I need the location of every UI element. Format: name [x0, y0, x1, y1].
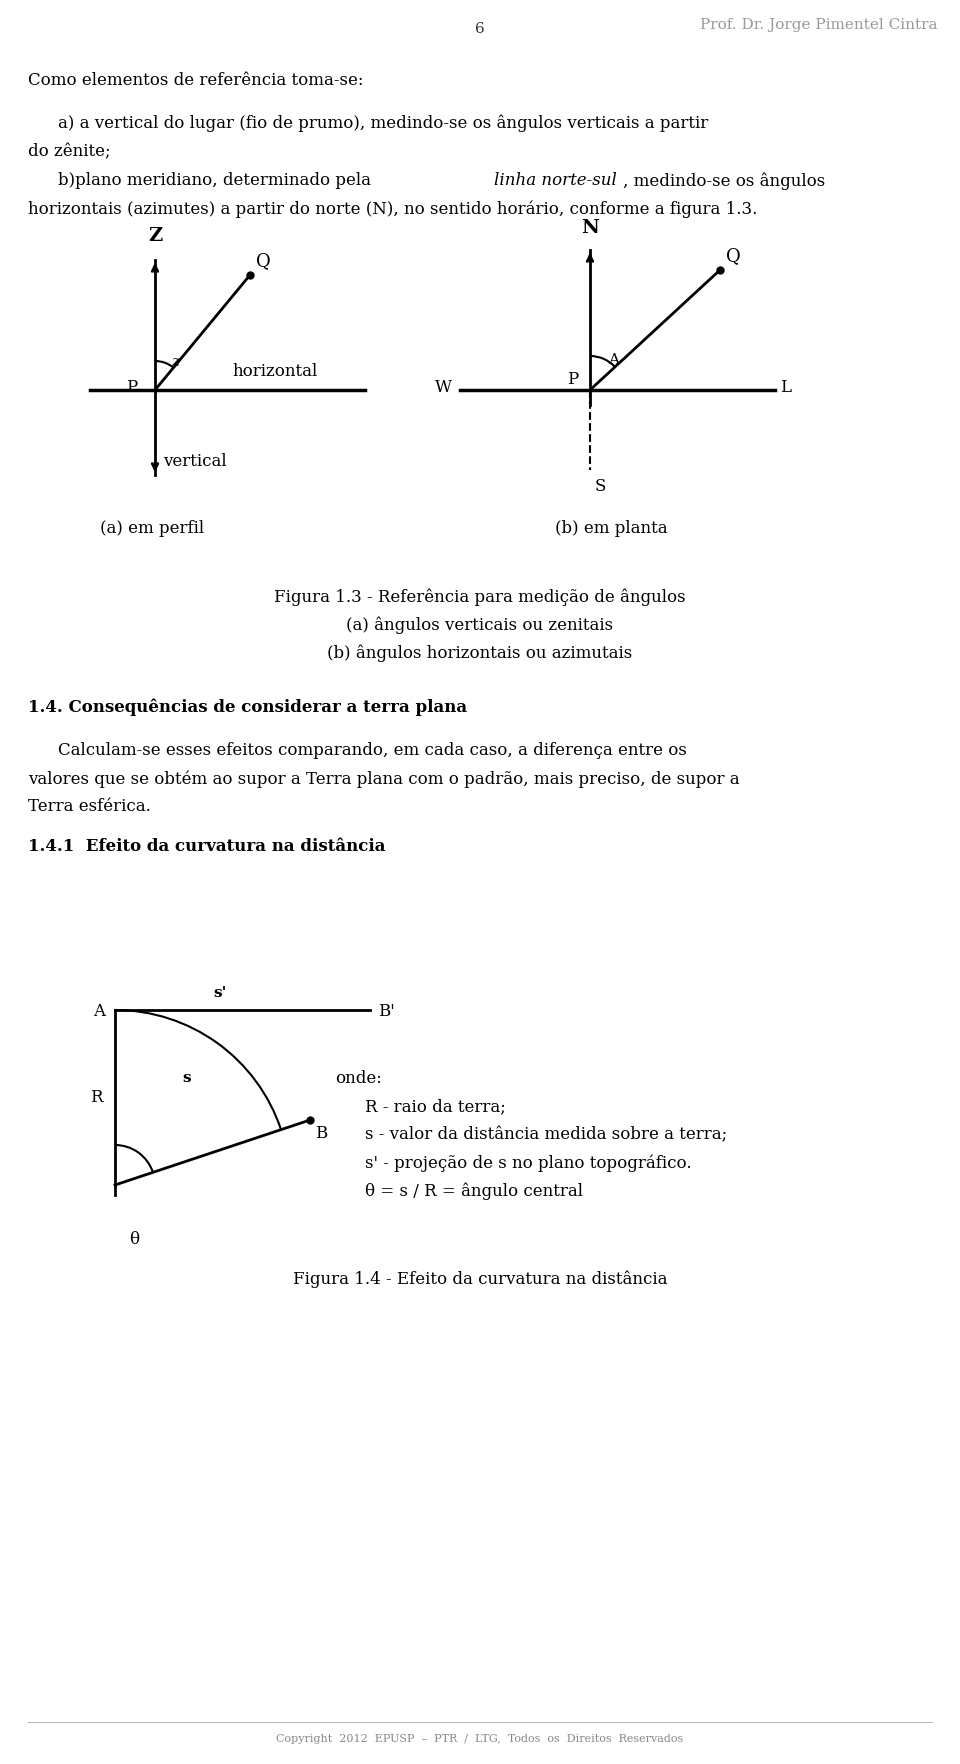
- Text: onde:: onde:: [335, 1071, 382, 1087]
- Text: S: S: [595, 478, 607, 496]
- Text: Calculam-se esses efeitos comparando, em cada caso, a diferença entre os: Calculam-se esses efeitos comparando, em…: [58, 743, 686, 759]
- Text: 1.4. Consequências de considerar a terra plana: 1.4. Consequências de considerar a terra…: [28, 699, 468, 716]
- Text: B': B': [378, 1004, 395, 1021]
- Text: 6: 6: [475, 21, 485, 35]
- Text: Figura 1.3 - Referência para medição de ângulos: Figura 1.3 - Referência para medição de …: [275, 587, 685, 605]
- Text: Como elementos de referência toma-se:: Como elementos de referência toma-se:: [28, 72, 364, 88]
- Text: (b) em planta: (b) em planta: [555, 520, 667, 536]
- Text: R: R: [90, 1088, 103, 1106]
- Text: A: A: [93, 1004, 105, 1021]
- Text: do zênite;: do zênite;: [28, 143, 110, 161]
- Text: N: N: [581, 219, 599, 236]
- Text: P: P: [126, 379, 137, 395]
- Text: Terra esférica.: Terra esférica.: [28, 797, 151, 815]
- Text: θ: θ: [129, 1231, 139, 1249]
- Text: Figura 1.4 - Efeito da curvatura na distância: Figura 1.4 - Efeito da curvatura na dist…: [293, 1270, 667, 1288]
- Text: P: P: [566, 372, 578, 388]
- Text: Z: Z: [148, 228, 162, 245]
- Text: B: B: [315, 1125, 327, 1141]
- Text: Q: Q: [256, 252, 271, 270]
- Text: R - raio da terra;: R - raio da terra;: [365, 1097, 506, 1115]
- Text: s - valor da distância medida sobre a terra;: s - valor da distância medida sobre a te…: [365, 1125, 727, 1143]
- Text: (a) em perfil: (a) em perfil: [100, 520, 204, 536]
- Text: s': s': [213, 986, 227, 1000]
- Text: valores que se obtém ao supor a Terra plana com o padrão, mais preciso, de supor: valores que se obtém ao supor a Terra pl…: [28, 771, 739, 787]
- Text: a) a vertical do lugar (fio de prumo), medindo-se os ângulos verticais a partir: a) a vertical do lugar (fio de prumo), m…: [58, 115, 708, 132]
- Text: horizontais (azimutes) a partir do norte (N), no sentido horário, conforme a fig: horizontais (azimutes) a partir do norte…: [28, 199, 757, 217]
- Text: θ = s / R = ângulo central: θ = s / R = ângulo central: [365, 1182, 583, 1200]
- Text: (b) ângulos horizontais ou azimutais: (b) ângulos horizontais ou azimutais: [327, 644, 633, 662]
- Text: horizontal: horizontal: [232, 363, 318, 379]
- Text: L: L: [780, 379, 791, 397]
- Text: (a) ângulos verticais ou zenitais: (a) ângulos verticais ou zenitais: [347, 616, 613, 633]
- Text: Copyright  2012  EPUSP  –  PTR  /  LTG,  Todos  os  Direitos  Reservados: Copyright 2012 EPUSP – PTR / LTG, Todos …: [276, 1734, 684, 1745]
- Text: 1.4.1  Efeito da curvatura na distância: 1.4.1 Efeito da curvatura na distância: [28, 838, 386, 856]
- Text: Q: Q: [726, 247, 741, 265]
- Text: s: s: [182, 1071, 191, 1085]
- Text: A: A: [608, 353, 619, 367]
- Text: s' - projeção de s no plano topográfico.: s' - projeção de s no plano topográfico.: [365, 1154, 691, 1171]
- Text: z: z: [171, 355, 179, 369]
- Text: W: W: [435, 379, 452, 397]
- Text: linha norte-sul: linha norte-sul: [494, 173, 617, 189]
- Text: b)plano meridiano, determinado pela: b)plano meridiano, determinado pela: [58, 173, 376, 189]
- Text: Prof. Dr. Jorge Pimentel Cintra: Prof. Dr. Jorge Pimentel Cintra: [701, 18, 938, 32]
- Text: , medindo-se os ângulos: , medindo-se os ângulos: [623, 173, 826, 189]
- Text: vertical: vertical: [163, 453, 227, 471]
